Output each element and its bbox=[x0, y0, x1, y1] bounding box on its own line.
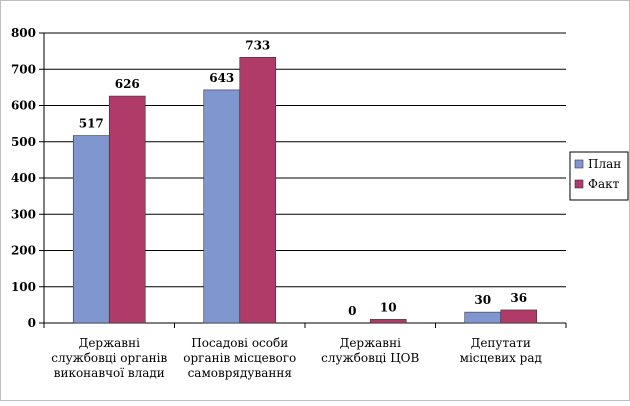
bar bbox=[239, 56, 277, 324]
legend: План Факт bbox=[569, 151, 629, 201]
data-label: 733 bbox=[245, 38, 270, 52]
y-tick-label: 600 bbox=[11, 99, 36, 113]
x-category-label: Державні bbox=[340, 336, 401, 350]
x-category-label: Депутати bbox=[471, 336, 531, 350]
data-labels: 517 626 643 733 0 10 30 36 bbox=[79, 38, 527, 318]
y-tick-label: 500 bbox=[11, 135, 36, 149]
y-tick-label: 200 bbox=[11, 244, 36, 258]
x-category-label: Державні bbox=[79, 336, 140, 350]
data-label: 626 bbox=[115, 77, 140, 91]
axes: 0100200300400500600700800Державніслужбов… bbox=[11, 26, 567, 380]
x-category-label: виконавчої влади bbox=[54, 366, 165, 380]
y-tick-label: 100 bbox=[11, 280, 36, 294]
legend-swatch bbox=[574, 159, 584, 169]
legend-label: План bbox=[588, 157, 621, 171]
x-category-label: органів місцевого bbox=[183, 351, 296, 365]
bar bbox=[500, 309, 538, 324]
data-label: 517 bbox=[79, 117, 104, 131]
y-tick-label: 300 bbox=[11, 207, 36, 221]
legend-label: Факт bbox=[588, 177, 620, 191]
data-label: 30 bbox=[474, 293, 491, 307]
y-tick-label: 0 bbox=[28, 316, 36, 330]
x-category-label: службовці органів bbox=[51, 351, 167, 365]
bar bbox=[464, 311, 502, 324]
bar bbox=[369, 319, 407, 324]
y-tick-label: 800 bbox=[11, 26, 36, 40]
bar bbox=[108, 95, 146, 324]
bar bbox=[203, 89, 241, 324]
legend-swatch bbox=[574, 179, 584, 189]
data-label: 10 bbox=[380, 300, 397, 314]
x-category-label: самоврядування bbox=[188, 366, 292, 380]
x-category-label: місцевих рад bbox=[460, 351, 542, 365]
x-category-label: Посадові особи bbox=[191, 336, 288, 350]
x-category-label: службовці ЦОВ bbox=[321, 351, 419, 365]
data-label: 0 bbox=[348, 304, 356, 318]
bar bbox=[72, 135, 110, 324]
y-tick-label: 700 bbox=[11, 62, 36, 76]
data-label: 36 bbox=[510, 291, 527, 305]
bars bbox=[72, 56, 538, 324]
data-label: 643 bbox=[209, 71, 234, 85]
y-tick-label: 400 bbox=[11, 171, 36, 185]
